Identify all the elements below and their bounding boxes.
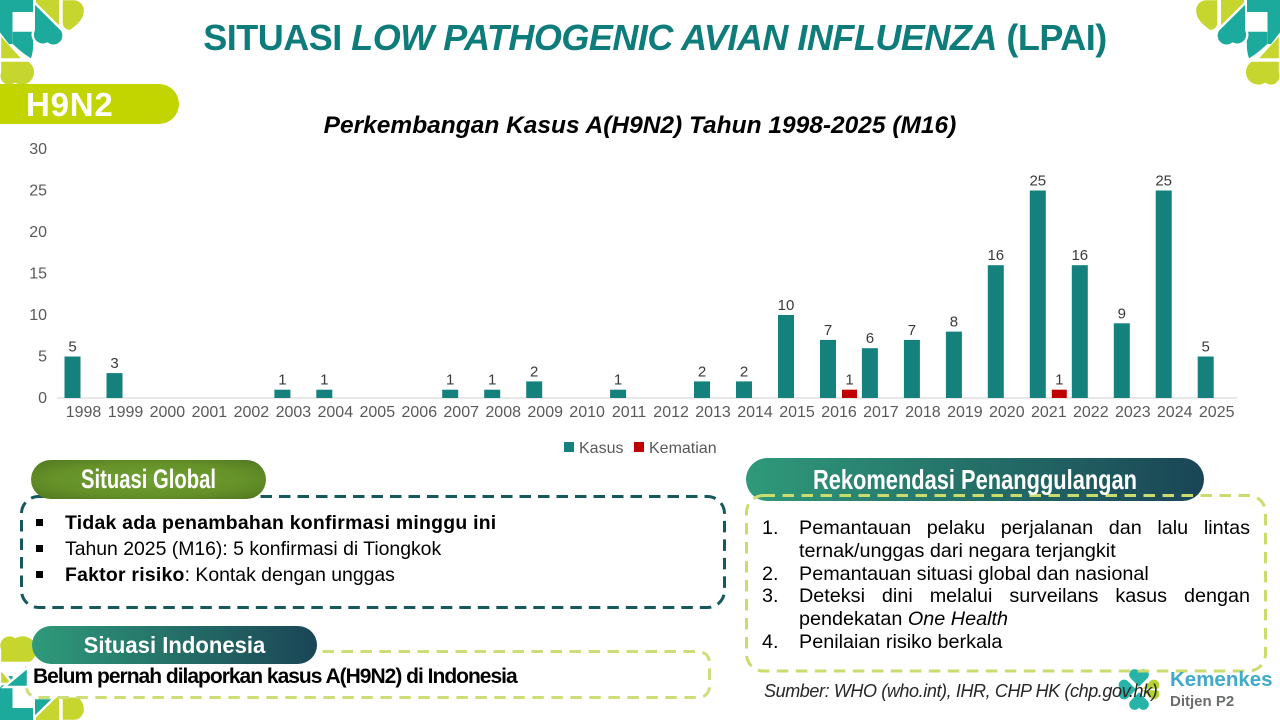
- svg-text:2005: 2005: [360, 404, 396, 421]
- svg-text:2001: 2001: [192, 404, 228, 421]
- svg-text:20: 20: [29, 224, 47, 241]
- svg-text:6: 6: [866, 330, 874, 347]
- svg-text:Kematian: Kematian: [649, 440, 717, 457]
- svg-text:2: 2: [740, 363, 748, 380]
- svg-text:2016: 2016: [821, 404, 857, 421]
- svg-text:16: 16: [987, 247, 1004, 264]
- svg-text:2002: 2002: [234, 404, 270, 421]
- svg-text:10: 10: [778, 297, 795, 314]
- svg-text:30: 30: [29, 141, 47, 158]
- svg-text:1: 1: [488, 372, 496, 389]
- svg-text:2000: 2000: [150, 404, 186, 421]
- svg-text:2024: 2024: [1157, 404, 1193, 421]
- svg-text:2012: 2012: [653, 404, 689, 421]
- svg-text:2019: 2019: [947, 404, 983, 421]
- svg-text:2003: 2003: [276, 404, 312, 421]
- svg-text:2007: 2007: [443, 404, 479, 421]
- svg-text:2015: 2015: [779, 404, 815, 421]
- svg-text:1998: 1998: [66, 404, 102, 421]
- svg-text:0: 0: [38, 390, 47, 407]
- svg-text:16: 16: [1071, 247, 1088, 264]
- svg-text:2: 2: [530, 363, 538, 380]
- svg-text:2013: 2013: [695, 404, 731, 421]
- svg-text:1: 1: [1055, 372, 1063, 389]
- svg-text:10: 10: [29, 307, 47, 324]
- svg-text:2018: 2018: [905, 404, 941, 421]
- svg-text:1: 1: [614, 372, 622, 389]
- svg-text:5: 5: [38, 349, 47, 366]
- svg-text:2017: 2017: [863, 404, 899, 421]
- svg-text:1: 1: [278, 372, 286, 389]
- svg-text:2010: 2010: [569, 404, 605, 421]
- svg-text:2014: 2014: [737, 404, 773, 421]
- svg-text:2020: 2020: [989, 404, 1025, 421]
- svg-text:7: 7: [908, 322, 916, 339]
- svg-text:Kasus: Kasus: [579, 440, 623, 457]
- svg-text:2023: 2023: [1115, 404, 1151, 421]
- svg-text:25: 25: [1155, 173, 1172, 190]
- svg-text:2025: 2025: [1199, 404, 1235, 421]
- svg-text:2: 2: [698, 363, 706, 380]
- svg-text:2006: 2006: [402, 404, 438, 421]
- svg-text:1: 1: [446, 372, 454, 389]
- svg-text:5: 5: [1202, 339, 1210, 356]
- svg-text:25: 25: [29, 183, 47, 200]
- svg-text:2022: 2022: [1073, 404, 1109, 421]
- svg-text:2008: 2008: [485, 404, 521, 421]
- svg-text:7: 7: [824, 322, 832, 339]
- svg-text:9: 9: [1118, 305, 1126, 322]
- svg-text:5: 5: [68, 339, 76, 356]
- svg-text:15: 15: [29, 266, 47, 283]
- svg-text:25: 25: [1029, 173, 1046, 190]
- svg-text:2009: 2009: [527, 404, 563, 421]
- svg-text:8: 8: [950, 314, 958, 331]
- svg-text:1: 1: [845, 372, 853, 389]
- svg-text:2004: 2004: [318, 404, 354, 421]
- svg-text:1: 1: [320, 372, 328, 389]
- svg-text:2021: 2021: [1031, 404, 1067, 421]
- svg-text:1999: 1999: [108, 404, 144, 421]
- svg-text:3: 3: [110, 355, 118, 372]
- svg-text:2011: 2011: [612, 404, 647, 421]
